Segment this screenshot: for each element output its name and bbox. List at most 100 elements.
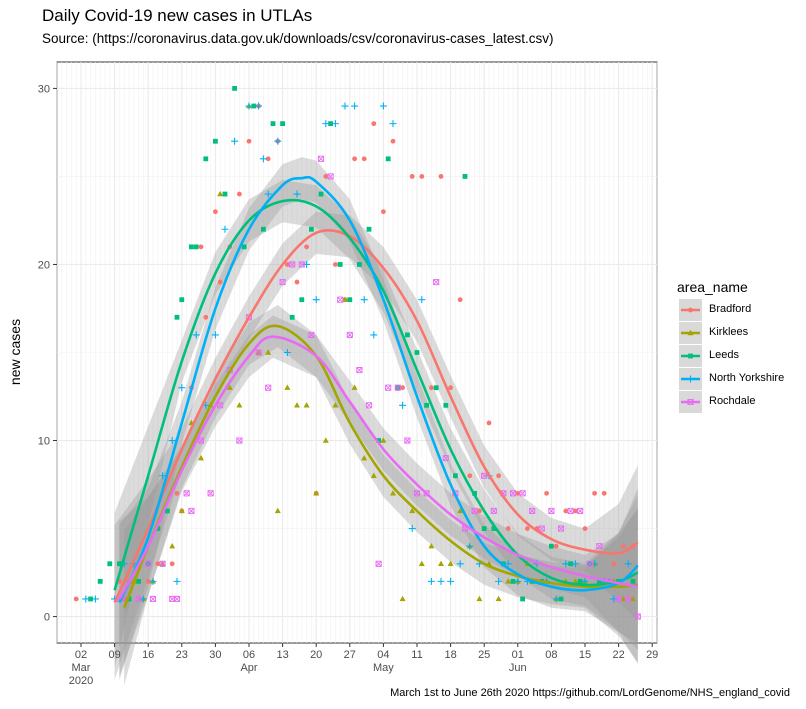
data-point-kirklees bbox=[322, 437, 329, 443]
y-tick-label: 20 bbox=[38, 259, 50, 271]
y-tick-label: 0 bbox=[44, 612, 50, 624]
data-point-north-yorkshire bbox=[231, 137, 239, 145]
data-point-north-yorkshire bbox=[562, 560, 570, 568]
data-point-bradford bbox=[145, 578, 151, 584]
data-point-bradford bbox=[525, 526, 530, 531]
data-point-north-yorkshire bbox=[331, 120, 339, 128]
data-point-bradford bbox=[409, 174, 415, 179]
data-point-rochdale bbox=[404, 437, 411, 444]
data-point-leeds bbox=[558, 596, 564, 602]
data-point-rochdale bbox=[519, 490, 526, 497]
legend-item-bradford: Bradford bbox=[679, 299, 806, 322]
data-point-north-yorkshire bbox=[351, 102, 359, 110]
data-point-bradford bbox=[246, 138, 252, 144]
data-point-rochdale bbox=[529, 507, 536, 515]
data-point-bradford bbox=[198, 244, 204, 250]
data-point-north-yorkshire bbox=[91, 595, 99, 603]
data-point-leeds bbox=[107, 561, 113, 567]
legend-label: North Yorkshire bbox=[709, 372, 785, 384]
data-point-kirklees bbox=[370, 472, 377, 478]
data-point-rochdale bbox=[298, 261, 305, 268]
data-point-north-yorkshire bbox=[360, 296, 368, 304]
data-point-bradford bbox=[477, 508, 482, 514]
data-point-rochdale bbox=[356, 367, 363, 374]
data-point-bradford bbox=[621, 543, 626, 549]
data-point-bradford bbox=[294, 279, 300, 285]
data-point-rochdale bbox=[548, 507, 555, 515]
data-point-leeds bbox=[117, 561, 122, 567]
y-axis-label: new cases bbox=[7, 319, 23, 385]
x-tick-label: 06 bbox=[243, 649, 255, 661]
legend-label: Bradford bbox=[709, 303, 752, 315]
data-point-leeds bbox=[261, 226, 266, 232]
data-point-kirklees bbox=[630, 595, 636, 602]
data-point-rochdale bbox=[413, 490, 421, 497]
data-point-bradford bbox=[73, 596, 79, 602]
data-point-north-yorkshire bbox=[293, 190, 301, 198]
data-point-leeds bbox=[376, 438, 381, 443]
legend-marker bbox=[688, 353, 693, 359]
smooth-line-kirklees bbox=[122, 324, 638, 609]
data-point-bradford bbox=[285, 262, 290, 267]
data-point-rochdale bbox=[308, 331, 315, 338]
x-tick-label: 11 bbox=[411, 649, 422, 661]
data-point-north-yorkshire bbox=[456, 560, 464, 568]
y-tick-label: 10 bbox=[38, 436, 50, 448]
data-point-bradford bbox=[400, 385, 405, 391]
data-point-kirklees bbox=[399, 595, 406, 602]
data-point-rochdale bbox=[490, 507, 497, 515]
data-point-rochdale bbox=[255, 349, 262, 356]
data-point-leeds bbox=[597, 578, 602, 584]
confidence-band-kirklees bbox=[124, 305, 638, 686]
data-point-leeds bbox=[213, 138, 218, 144]
legend-title: area_name bbox=[677, 279, 748, 295]
legend-marker bbox=[687, 329, 694, 336]
x-tick-label: 01 bbox=[512, 649, 524, 661]
legend-marker bbox=[687, 375, 694, 383]
data-point-leeds bbox=[510, 578, 516, 584]
data-point-kirklees bbox=[332, 402, 339, 408]
data-point-bradford bbox=[371, 121, 377, 127]
data-point-rochdale bbox=[279, 279, 286, 286]
data-point-leeds bbox=[126, 596, 132, 602]
data-point-leeds bbox=[366, 226, 372, 232]
data-point-rochdale bbox=[509, 490, 517, 497]
data-point-bradford bbox=[155, 561, 161, 567]
x-tick-label: 25 bbox=[478, 649, 490, 661]
data-point-leeds bbox=[347, 297, 353, 303]
data-point-kirklees bbox=[226, 384, 233, 390]
data-point-rochdale bbox=[375, 560, 382, 567]
data-point-rochdale bbox=[586, 560, 593, 567]
data-point-rochdale bbox=[471, 507, 478, 515]
data-point-bradford bbox=[544, 490, 549, 496]
legend-label: Kirklees bbox=[709, 326, 749, 338]
data-point-kirklees bbox=[428, 542, 435, 549]
data-point-leeds bbox=[328, 121, 333, 127]
data-point-kirklees bbox=[620, 595, 627, 602]
data-point-leeds bbox=[357, 262, 362, 267]
x-tick-label: 04 bbox=[377, 649, 389, 661]
data-point-north-yorkshire bbox=[514, 577, 522, 585]
data-point-rochdale bbox=[317, 155, 325, 162]
data-point-bradford bbox=[265, 156, 271, 162]
data-point-rochdale bbox=[327, 173, 334, 180]
smooth-line-leeds bbox=[113, 198, 639, 591]
data-point-leeds bbox=[203, 156, 209, 162]
smooth-line-bradford bbox=[113, 228, 639, 604]
data-point-rochdale bbox=[236, 437, 243, 444]
data-point-north-yorkshire bbox=[159, 472, 167, 480]
legend-key bbox=[679, 299, 702, 321]
data-point-bradford bbox=[429, 385, 434, 391]
data-point-rochdale bbox=[217, 402, 224, 409]
data-point-kirklees bbox=[198, 454, 204, 461]
data-point-bradford bbox=[203, 314, 209, 320]
data-point-leeds bbox=[318, 191, 324, 197]
data-point-north-yorkshire bbox=[178, 384, 186, 392]
data-point-bradford bbox=[361, 156, 367, 162]
data-point-leeds bbox=[520, 596, 525, 602]
data-point-kirklees bbox=[178, 507, 185, 514]
data-point-bradford bbox=[611, 561, 617, 567]
data-point-bradford bbox=[169, 561, 175, 567]
legend-item-kirklees: Kirklees bbox=[679, 322, 806, 345]
